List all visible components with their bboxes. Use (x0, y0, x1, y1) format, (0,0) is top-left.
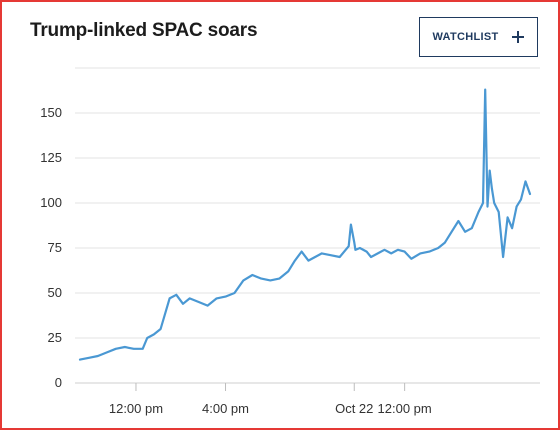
watchlist-label: WATCHLIST (432, 31, 499, 43)
x-tick-label: 12:00 pm (109, 401, 163, 416)
x-tick-label: 12:00 pm (378, 401, 432, 416)
y-tick-label: 75 (48, 240, 62, 255)
chart-title: Trump-linked SPAC soars (30, 20, 258, 41)
x-tick-label: 4:00 pm (202, 401, 249, 416)
watchlist-button[interactable]: WATCHLIST (419, 17, 538, 57)
plus-icon (511, 31, 524, 43)
y-tick-label: 50 (48, 285, 62, 300)
x-tick-label: Oct 22 (335, 401, 373, 416)
series-line (78, 88, 532, 361)
y-tick-label: 150 (40, 105, 62, 120)
y-tick-label: 125 (40, 150, 62, 165)
y-tick-label: 25 (48, 330, 62, 345)
y-tick-label: 100 (40, 195, 62, 210)
y-tick-label: 0 (55, 375, 62, 390)
